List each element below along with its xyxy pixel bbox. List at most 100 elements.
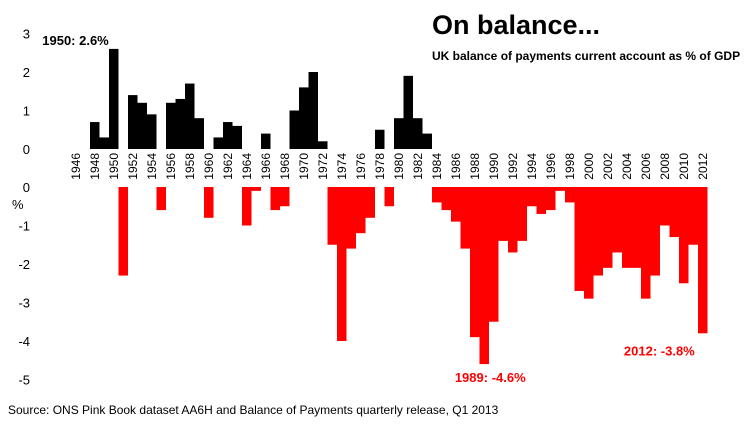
bar-1960 xyxy=(204,187,214,218)
y-tick-label: 0 xyxy=(23,142,30,157)
chart-subtitle: UK balance of payments current account a… xyxy=(432,49,740,63)
bar-1970 xyxy=(299,87,309,149)
bar-1991 xyxy=(498,187,508,241)
bar-1969 xyxy=(289,110,299,149)
y-tick-label: 1 xyxy=(23,104,30,119)
x-tick-label: 1966 xyxy=(259,153,273,180)
x-tick-label: 1950 xyxy=(107,153,121,180)
source-note: Source: ONS Pink Book dataset AA6H and B… xyxy=(8,403,499,417)
x-tick-label: 1946 xyxy=(69,153,83,180)
bar-1966 xyxy=(261,133,271,149)
bar-1979 xyxy=(384,187,394,207)
bar-1981 xyxy=(403,75,413,149)
y-tick-label: -2 xyxy=(18,257,30,272)
bar-1971 xyxy=(308,72,318,149)
bar-1988 xyxy=(470,187,480,338)
y-tick-label: -3 xyxy=(18,296,30,311)
x-tick-label: 1974 xyxy=(335,153,349,180)
bar-2009 xyxy=(669,187,679,238)
bar-1950 xyxy=(109,48,119,149)
bar-2005 xyxy=(631,187,641,268)
y-axis: 3 2 1 0 -1 -2 -3 -4 -5 0 xyxy=(18,27,30,388)
x-tick-label: 1960 xyxy=(202,153,216,180)
x-tick-label: 1982 xyxy=(411,153,425,180)
bar-1982 xyxy=(413,118,423,149)
x-tick-label: 1958 xyxy=(183,153,197,180)
x-tick-label: 1976 xyxy=(354,153,368,180)
bar-1959 xyxy=(194,118,204,149)
bar-1997 xyxy=(555,187,565,191)
bar-1985 xyxy=(441,187,451,211)
bar-2004 xyxy=(622,187,632,268)
x-tick-label: 2004 xyxy=(620,153,634,180)
bar-1968 xyxy=(280,187,290,207)
x-tick-label: 1986 xyxy=(449,153,463,180)
x-tick-label: 1994 xyxy=(525,153,539,180)
bar-1957 xyxy=(175,98,185,149)
bar-2012 xyxy=(698,187,708,334)
x-tick-label: 1952 xyxy=(126,153,140,180)
x-tick-label: 1980 xyxy=(392,153,406,180)
x-tick-label: 1996 xyxy=(544,153,558,180)
y-tick-label: -5 xyxy=(18,373,30,388)
bar-1986 xyxy=(451,187,461,222)
y-tick-label: -1 xyxy=(18,219,30,234)
bar-1996 xyxy=(546,187,556,211)
bar-2003 xyxy=(612,187,622,253)
bar-1949 xyxy=(99,137,109,149)
bar-1952 xyxy=(128,95,138,149)
x-tick-label: 2000 xyxy=(582,153,596,180)
bar-2008 xyxy=(660,187,670,226)
bar-1973 xyxy=(327,187,337,245)
x-tick-label: 2012 xyxy=(696,153,710,180)
x-tick-label: 1970 xyxy=(297,153,311,180)
bar-1958 xyxy=(185,83,195,149)
annotations: 1950: 2.6% 1989: -4.6% 2012: -3.8% xyxy=(42,33,695,385)
x-tick-label: 1998 xyxy=(563,153,577,180)
bar-1983 xyxy=(422,133,432,149)
bar-1967 xyxy=(270,187,280,211)
bar-1994 xyxy=(527,187,537,207)
bar-1962 xyxy=(223,122,233,149)
bar-1977 xyxy=(365,187,375,218)
x-tick-label: 1972 xyxy=(316,153,330,180)
bar-1953 xyxy=(137,102,147,149)
y-tick-label: -4 xyxy=(18,334,30,349)
y-tick-label: 2 xyxy=(23,65,30,80)
bar-1987 xyxy=(460,187,470,249)
bar-2010 xyxy=(679,187,689,284)
bar-1990 xyxy=(489,187,499,322)
bar-1998 xyxy=(565,187,575,203)
x-tick-label: 1992 xyxy=(506,153,520,180)
x-tick-label: 1954 xyxy=(145,153,159,180)
bar-1984 xyxy=(432,187,442,203)
bar-1948 xyxy=(90,122,100,149)
x-tick-label: 1964 xyxy=(240,153,254,180)
bar-1965 xyxy=(251,187,261,191)
bar-2011 xyxy=(688,187,698,245)
bar-1976 xyxy=(356,187,366,234)
chart-title: On balance... xyxy=(432,10,600,40)
x-tick-label: 2006 xyxy=(639,153,653,180)
y-tick-label: 0 xyxy=(23,180,30,195)
bar-2007 xyxy=(650,187,660,276)
bar-1951 xyxy=(118,187,128,276)
bar-2000 xyxy=(584,187,594,299)
bar-1972 xyxy=(318,141,328,149)
bar-1964 xyxy=(242,187,252,226)
x-tick-label: 2008 xyxy=(658,153,672,180)
bar-1955 xyxy=(156,187,166,211)
x-axis: 1946 1948 1950 1952 1954 1956 1958 1960 1962 1964… xyxy=(69,153,710,180)
x-tick-label: 1962 xyxy=(221,153,235,180)
x-tick-label: 1978 xyxy=(373,153,387,180)
bar-1989 xyxy=(479,187,489,365)
bar-2001 xyxy=(593,187,603,276)
bar-1963 xyxy=(232,125,242,149)
annotation-2012: 2012: -3.8% xyxy=(624,343,695,358)
x-tick-label: 1988 xyxy=(468,153,482,180)
x-tick-label: 1990 xyxy=(487,153,501,180)
x-tick-label: 1968 xyxy=(278,153,292,180)
bar-1993 xyxy=(517,187,527,241)
bar-1992 xyxy=(508,187,518,253)
